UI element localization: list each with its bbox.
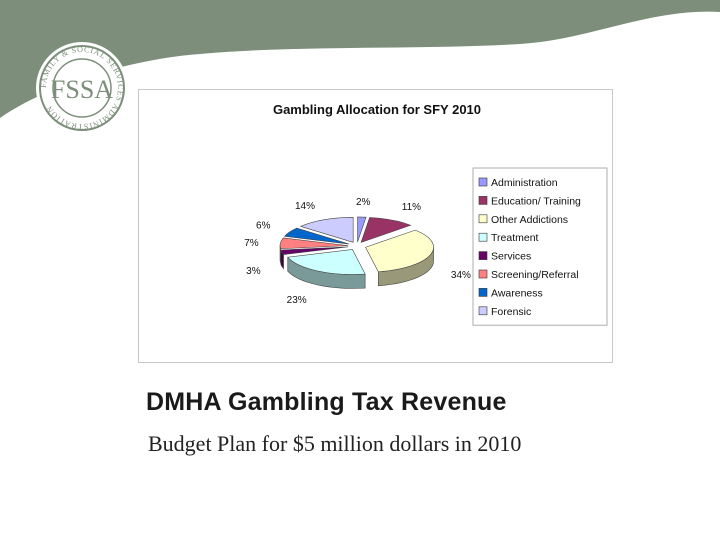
pie-slice-services	[280, 246, 349, 270]
legend-swatch	[478, 251, 488, 260]
header-banner	[0, 0, 720, 118]
legend-swatch	[478, 196, 488, 205]
legend-swatch	[478, 288, 488, 297]
legend-entry: Awareness	[491, 287, 543, 299]
slide-subtitle: Budget Plan for $5 million dollars in 20…	[148, 431, 522, 456]
legend-swatch	[478, 177, 488, 187]
data-label-education-training: 11%	[402, 202, 421, 213]
legend-swatch	[478, 269, 488, 279]
chart-title: Gambling Allocation for SFY 2010	[273, 102, 481, 117]
pie-slice-awareness	[283, 227, 350, 245]
data-label-screening-referral: 7%	[244, 238, 259, 249]
data-label-awareness: 6%	[256, 220, 271, 231]
pie-slices	[279, 216, 434, 289]
legend-entry: Education/ Training	[491, 195, 581, 207]
data-label-services: 3%	[246, 266, 261, 277]
svg-text:FSSA: FSSA	[51, 75, 113, 104]
pie-slice-other-addictions	[365, 229, 434, 287]
pie-slice-administration	[357, 216, 367, 243]
banner-wave	[0, 0, 720, 118]
data-labels: 2% 11% 34% 23% 3% 7% 6% 14%	[244, 197, 471, 306]
pie-slice-forensic	[299, 217, 354, 243]
legend-frame	[472, 167, 608, 326]
legend-entry: Other Addictions	[491, 214, 568, 226]
data-label-forensic: 14%	[295, 201, 315, 212]
legend-entry: Forensic	[491, 306, 531, 318]
legend-entry: Administration	[491, 177, 558, 189]
legend-swatch	[478, 214, 488, 224]
pie-slice-treatment	[287, 249, 366, 289]
legend-entry: Services	[491, 251, 531, 263]
legend-swatch	[478, 232, 488, 242]
legend-swatch	[478, 306, 488, 316]
slide-title: DMHA Gambling Tax Revenue	[146, 388, 507, 416]
data-label-other-addictions: 34%	[451, 270, 471, 281]
data-label-treatment: 23%	[287, 295, 307, 306]
pie-slice-education-training	[360, 217, 412, 243]
chart-legend: Administration Education/ Training Other A…	[472, 167, 608, 326]
pie-chart: Gambling Allocation for SFY 2010 2% 11% 34…	[244, 102, 608, 326]
legend-entry: Screening/Referral	[491, 269, 579, 281]
fssa-logo: FAMILY & SOCIAL SERVICES ADMINISTRATION …	[36, 42, 128, 134]
chart-frame: Gambling Allocation for SFY 2010 2% 11% 34…	[138, 89, 613, 363]
data-label-administration: 2%	[356, 197, 371, 208]
legend-entry: Treatment	[491, 232, 539, 244]
pie-slice-screening-referral	[279, 237, 349, 263]
